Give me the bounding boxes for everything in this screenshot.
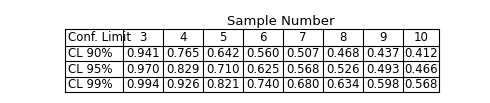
Text: 9: 9 xyxy=(379,31,387,44)
Text: 0.568: 0.568 xyxy=(286,63,319,75)
Text: Sample Number: Sample Number xyxy=(227,15,335,28)
Text: 0.437: 0.437 xyxy=(366,47,399,60)
Text: 0.560: 0.560 xyxy=(246,47,280,60)
Text: 0.493: 0.493 xyxy=(366,63,399,75)
Text: 0.941: 0.941 xyxy=(126,47,160,60)
Text: 7: 7 xyxy=(299,31,307,44)
Text: 0.466: 0.466 xyxy=(404,63,438,75)
Text: 3: 3 xyxy=(140,31,147,44)
Text: 0.829: 0.829 xyxy=(167,63,200,75)
Text: 8: 8 xyxy=(339,31,346,44)
Text: 5: 5 xyxy=(220,31,227,44)
Text: 6: 6 xyxy=(259,31,267,44)
Text: 0.710: 0.710 xyxy=(206,63,240,75)
Text: 0.568: 0.568 xyxy=(404,78,438,91)
Text: 4: 4 xyxy=(179,31,187,44)
Text: 0.821: 0.821 xyxy=(206,78,240,91)
Text: 0.740: 0.740 xyxy=(246,78,280,91)
Text: CL 95%: CL 95% xyxy=(68,63,113,75)
Text: 10: 10 xyxy=(414,31,428,44)
Text: 0.412: 0.412 xyxy=(404,47,438,60)
Text: 0.625: 0.625 xyxy=(246,63,280,75)
Text: CL 99%: CL 99% xyxy=(68,78,113,91)
Text: Conf. Limit: Conf. Limit xyxy=(68,31,131,44)
Text: 0.642: 0.642 xyxy=(206,47,240,60)
Text: 0.598: 0.598 xyxy=(366,78,399,91)
Text: 0.994: 0.994 xyxy=(126,78,160,91)
Text: 0.926: 0.926 xyxy=(167,78,200,91)
Text: 0.507: 0.507 xyxy=(286,47,319,60)
Text: 0.634: 0.634 xyxy=(326,78,360,91)
Text: 0.526: 0.526 xyxy=(326,63,360,75)
Text: 0.468: 0.468 xyxy=(326,47,360,60)
Text: CL 90%: CL 90% xyxy=(68,47,113,60)
Text: 0.970: 0.970 xyxy=(126,63,160,75)
Text: 0.680: 0.680 xyxy=(286,78,319,91)
Text: 0.765: 0.765 xyxy=(167,47,200,60)
